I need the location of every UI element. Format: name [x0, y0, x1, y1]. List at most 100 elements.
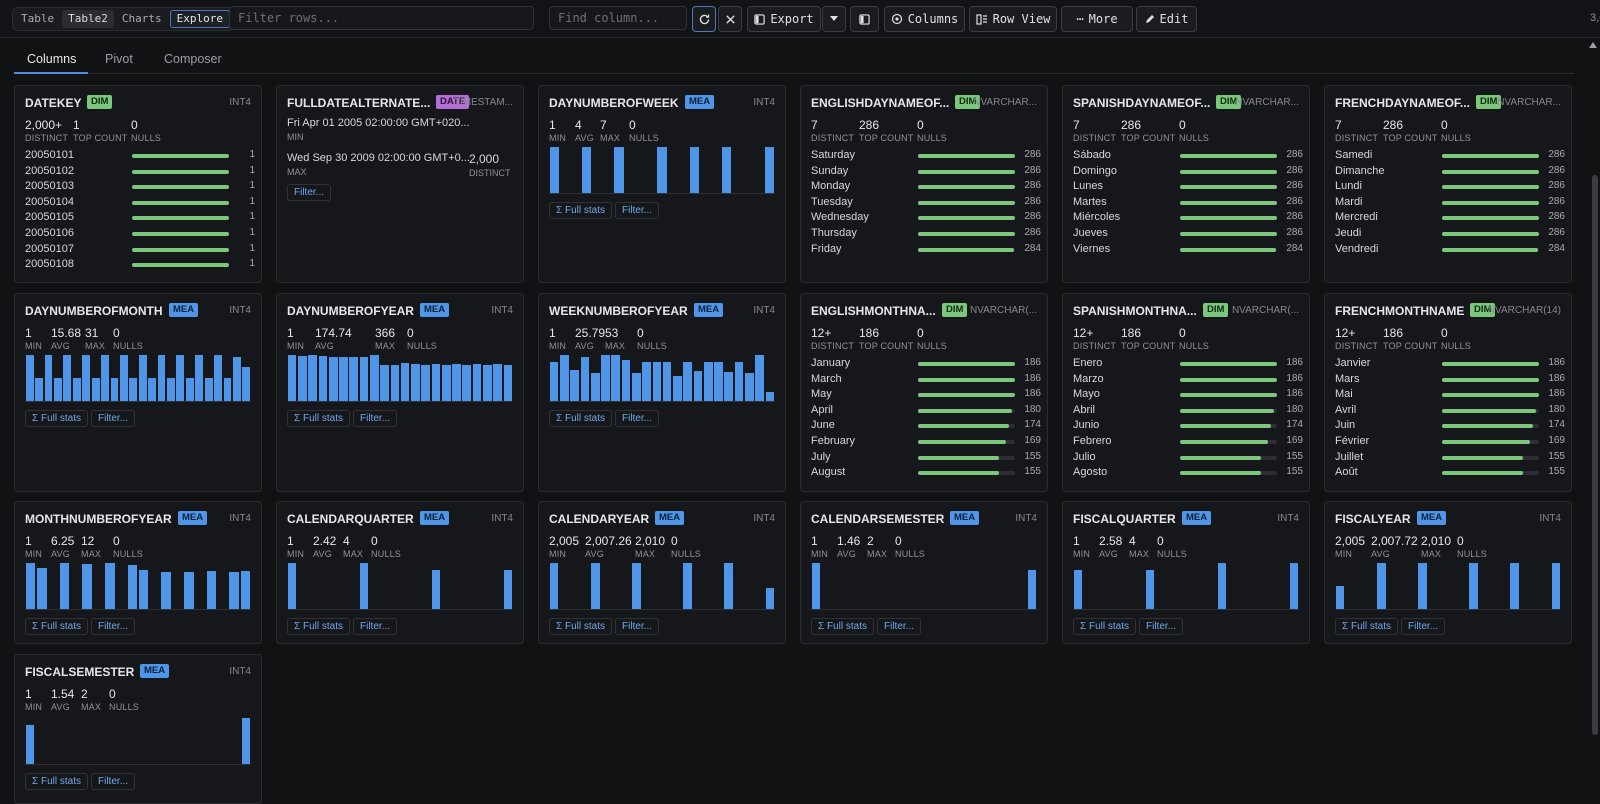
value-row[interactable]: Julio 155 [1073, 451, 1303, 465]
column-card-fiscalsemester[interactable]: FISCALSEMESTER MEA INT4 1 MIN 1.54 AVG 2 MAX 0 NUL… [14, 654, 262, 804]
column-card-daynumberofmonth[interactable]: DAYNUMBEROFMONTH MEA INT4 1 MIN 15.68 AVG 31 MAX… [14, 293, 262, 492]
value-row[interactable]: Mardi 286 [1335, 196, 1565, 210]
value-row[interactable]: Jeudi 286 [1335, 227, 1565, 241]
full-stats-button[interactable]: Σ Full stats [549, 618, 612, 635]
value-row[interactable]: Samedi 286 [1335, 149, 1565, 163]
column-card-fiscalyear[interactable]: FISCALYEAR MEA INT4 2,005 MIN 2,007.72 AVG 2,01… [1324, 501, 1572, 644]
filter-button[interactable]: Filter... [615, 202, 660, 219]
column-card-englishmonthna[interactable]: ENGLISHMONTHNA... DIM NVARCHAR(... 12+ DISTI… [800, 293, 1048, 492]
value-row[interactable]: Février 169 [1335, 435, 1565, 449]
value-row[interactable]: August 155 [811, 466, 1041, 480]
filter-button[interactable]: Filter... [91, 618, 136, 635]
refresh-button[interactable] [692, 6, 716, 32]
value-row[interactable]: 20050104 1 [25, 196, 255, 210]
value-row[interactable]: Viernes 284 [1073, 243, 1303, 257]
value-row[interactable]: Tuesday 286 [811, 196, 1041, 210]
column-card-spanishmonthna[interactable]: SPANISHMONTHNA... DIM NVARCHAR(... 12+ DISTI… [1062, 293, 1310, 492]
scrollbar-thumb[interactable] [1592, 175, 1598, 735]
column-card-frenchmonthname[interactable]: FRENCHMONTHNAME DIM NVARCHAR(14) 12+ DISTINC… [1324, 293, 1572, 492]
value-row[interactable]: Martes 286 [1073, 196, 1303, 210]
column-card-spanishdaynameof[interactable]: SPANISHDAYNAMEOF... DIM NVARCHAR... 7 DISTIN… [1062, 85, 1310, 283]
value-row[interactable]: Juin 174 [1335, 419, 1565, 433]
value-row[interactable]: Monday 286 [811, 180, 1041, 194]
filter-button[interactable]: Filter... [1139, 618, 1184, 635]
export-menu-button[interactable] [822, 6, 846, 32]
value-row[interactable]: Sunday 286 [811, 165, 1041, 179]
full-stats-button[interactable]: Σ Full stats [549, 410, 612, 427]
column-card-datekey[interactable]: DATEKEY DIM INT4 2,000+ DISTINCT 1 TOP COUNT 0 N… [14, 85, 262, 283]
value-row[interactable]: Mayo 186 [1073, 388, 1303, 402]
edit-button[interactable]: Edit [1136, 6, 1197, 32]
sidebar-toggle-button[interactable] [850, 6, 879, 32]
filter-button[interactable]: Filter... [353, 410, 398, 427]
value-row[interactable]: Agosto 155 [1073, 466, 1303, 480]
find-column-input[interactable]: Find column... [549, 6, 687, 30]
value-row[interactable]: May 186 [811, 388, 1041, 402]
filter-button[interactable]: Filter... [615, 410, 660, 427]
value-row[interactable]: 20050108 1 [25, 258, 255, 272]
column-card-weeknumberofyear[interactable]: WEEKNUMBEROFYEAR MEA INT4 1 MIN 25.79 AVG 53 MAX… [538, 293, 786, 492]
value-row[interactable]: Marzo 186 [1073, 373, 1303, 387]
value-row[interactable]: Jueves 286 [1073, 227, 1303, 241]
full-stats-button[interactable]: Σ Full stats [25, 410, 88, 427]
value-row[interactable]: Mai 186 [1335, 388, 1565, 402]
tab-pivot[interactable]: Pivot [105, 52, 133, 66]
more-button[interactable]: ⋯ More [1061, 6, 1133, 32]
filter-button[interactable]: Filter... [353, 618, 398, 635]
filter-button[interactable]: Filter... [615, 618, 660, 635]
export-button[interactable]: Export [747, 6, 821, 32]
filter-button[interactable]: Filter... [91, 773, 136, 790]
value-row[interactable]: Lundi 286 [1335, 180, 1565, 194]
value-row[interactable]: Junio 174 [1073, 419, 1303, 433]
value-row[interactable]: March 186 [811, 373, 1041, 387]
value-row[interactable]: Mercredi 286 [1335, 211, 1565, 225]
columns-button[interactable]: Columns [884, 6, 965, 32]
value-row[interactable]: Vendredi 284 [1335, 243, 1565, 257]
column-card-calendarquarter[interactable]: CALENDARQUARTER MEA INT4 1 MIN 2.42 AVG 4 MAX 0 NU… [276, 501, 524, 644]
value-row[interactable]: Juillet 155 [1335, 451, 1565, 465]
full-stats-button[interactable]: Σ Full stats [287, 618, 350, 635]
value-row[interactable]: Mars 186 [1335, 373, 1565, 387]
full-stats-button[interactable]: Σ Full stats [25, 773, 88, 790]
column-card-fiscalquarter[interactable]: FISCALQUARTER MEA INT4 1 MIN 2.58 AVG 4 MAX 0 NULL… [1062, 501, 1310, 644]
view-charts-tab[interactable]: Charts [121, 12, 162, 25]
value-row[interactable]: 20050101 1 [25, 149, 255, 163]
value-row[interactable]: Friday 284 [811, 243, 1041, 257]
column-card-daynumberofweek[interactable]: DAYNUMBEROFWEEK MEA INT4 1 MIN 4 AVG 7 MAX 0 NULLS… [538, 85, 786, 283]
value-row[interactable]: June 174 [811, 419, 1041, 433]
column-card-englishdaynameof[interactable]: ENGLISHDAYNAMEOF... DIM NVARCHAR... 7 DISTIN… [800, 85, 1048, 283]
column-card-fulldatealternate[interactable]: FULLDATEALTERNATE... DATE TIMESTAM... Fri A… [276, 85, 524, 283]
value-row[interactable]: 20050107 1 [25, 243, 255, 257]
filter-button[interactable]: Filter... [287, 184, 332, 201]
column-card-daynumberofyear[interactable]: DAYNUMBEROFYEAR MEA INT4 1 MIN 174.74 AVG 366 MA… [276, 293, 524, 492]
value-row[interactable]: Avril 180 [1335, 404, 1565, 418]
value-row[interactable]: Thursday 286 [811, 227, 1041, 241]
value-row[interactable]: 20050105 1 [25, 211, 255, 225]
value-row[interactable]: January 186 [811, 357, 1041, 371]
value-row[interactable]: Enero 186 [1073, 357, 1303, 371]
value-row[interactable]: 20050106 1 [25, 227, 255, 241]
full-stats-button[interactable]: Σ Full stats [1073, 618, 1136, 635]
value-row[interactable]: April 180 [811, 404, 1041, 418]
value-row[interactable]: Miércoles 286 [1073, 211, 1303, 225]
column-card-calendarsemester[interactable]: CALENDARSEMESTER MEA INT4 1 MIN 1.46 AVG 2 MAX 0 N… [800, 501, 1048, 644]
row-view-button[interactable]: Row View [969, 6, 1057, 32]
full-stats-button[interactable]: Σ Full stats [25, 618, 88, 635]
filter-button[interactable]: Filter... [877, 618, 922, 635]
value-row[interactable]: Saturday 286 [811, 149, 1041, 163]
scroll-up-arrow-icon[interactable] [1589, 42, 1597, 48]
value-row[interactable]: July 155 [811, 451, 1041, 465]
tab-columns[interactable]: Columns [27, 52, 77, 66]
filter-button[interactable]: Filter... [91, 410, 136, 427]
filter-button[interactable]: Filter... [1401, 618, 1446, 635]
value-row[interactable]: Domingo 286 [1073, 165, 1303, 179]
filter-rows-input[interactable]: Filter rows... [229, 6, 534, 30]
column-card-calendaryear[interactable]: CALENDARYEAR MEA INT4 2,005 MIN 2,007.26 AVG 2,… [538, 501, 786, 644]
value-row[interactable]: 20050103 1 [25, 180, 255, 194]
value-row[interactable]: Sábado 286 [1073, 149, 1303, 163]
value-row[interactable]: Febrero 169 [1073, 435, 1303, 449]
value-row[interactable]: Lunes 286 [1073, 180, 1303, 194]
view-table-tab[interactable]: Table [21, 12, 55, 25]
value-row[interactable]: Abril 180 [1073, 404, 1303, 418]
value-row[interactable]: Janvier 186 [1335, 357, 1565, 371]
